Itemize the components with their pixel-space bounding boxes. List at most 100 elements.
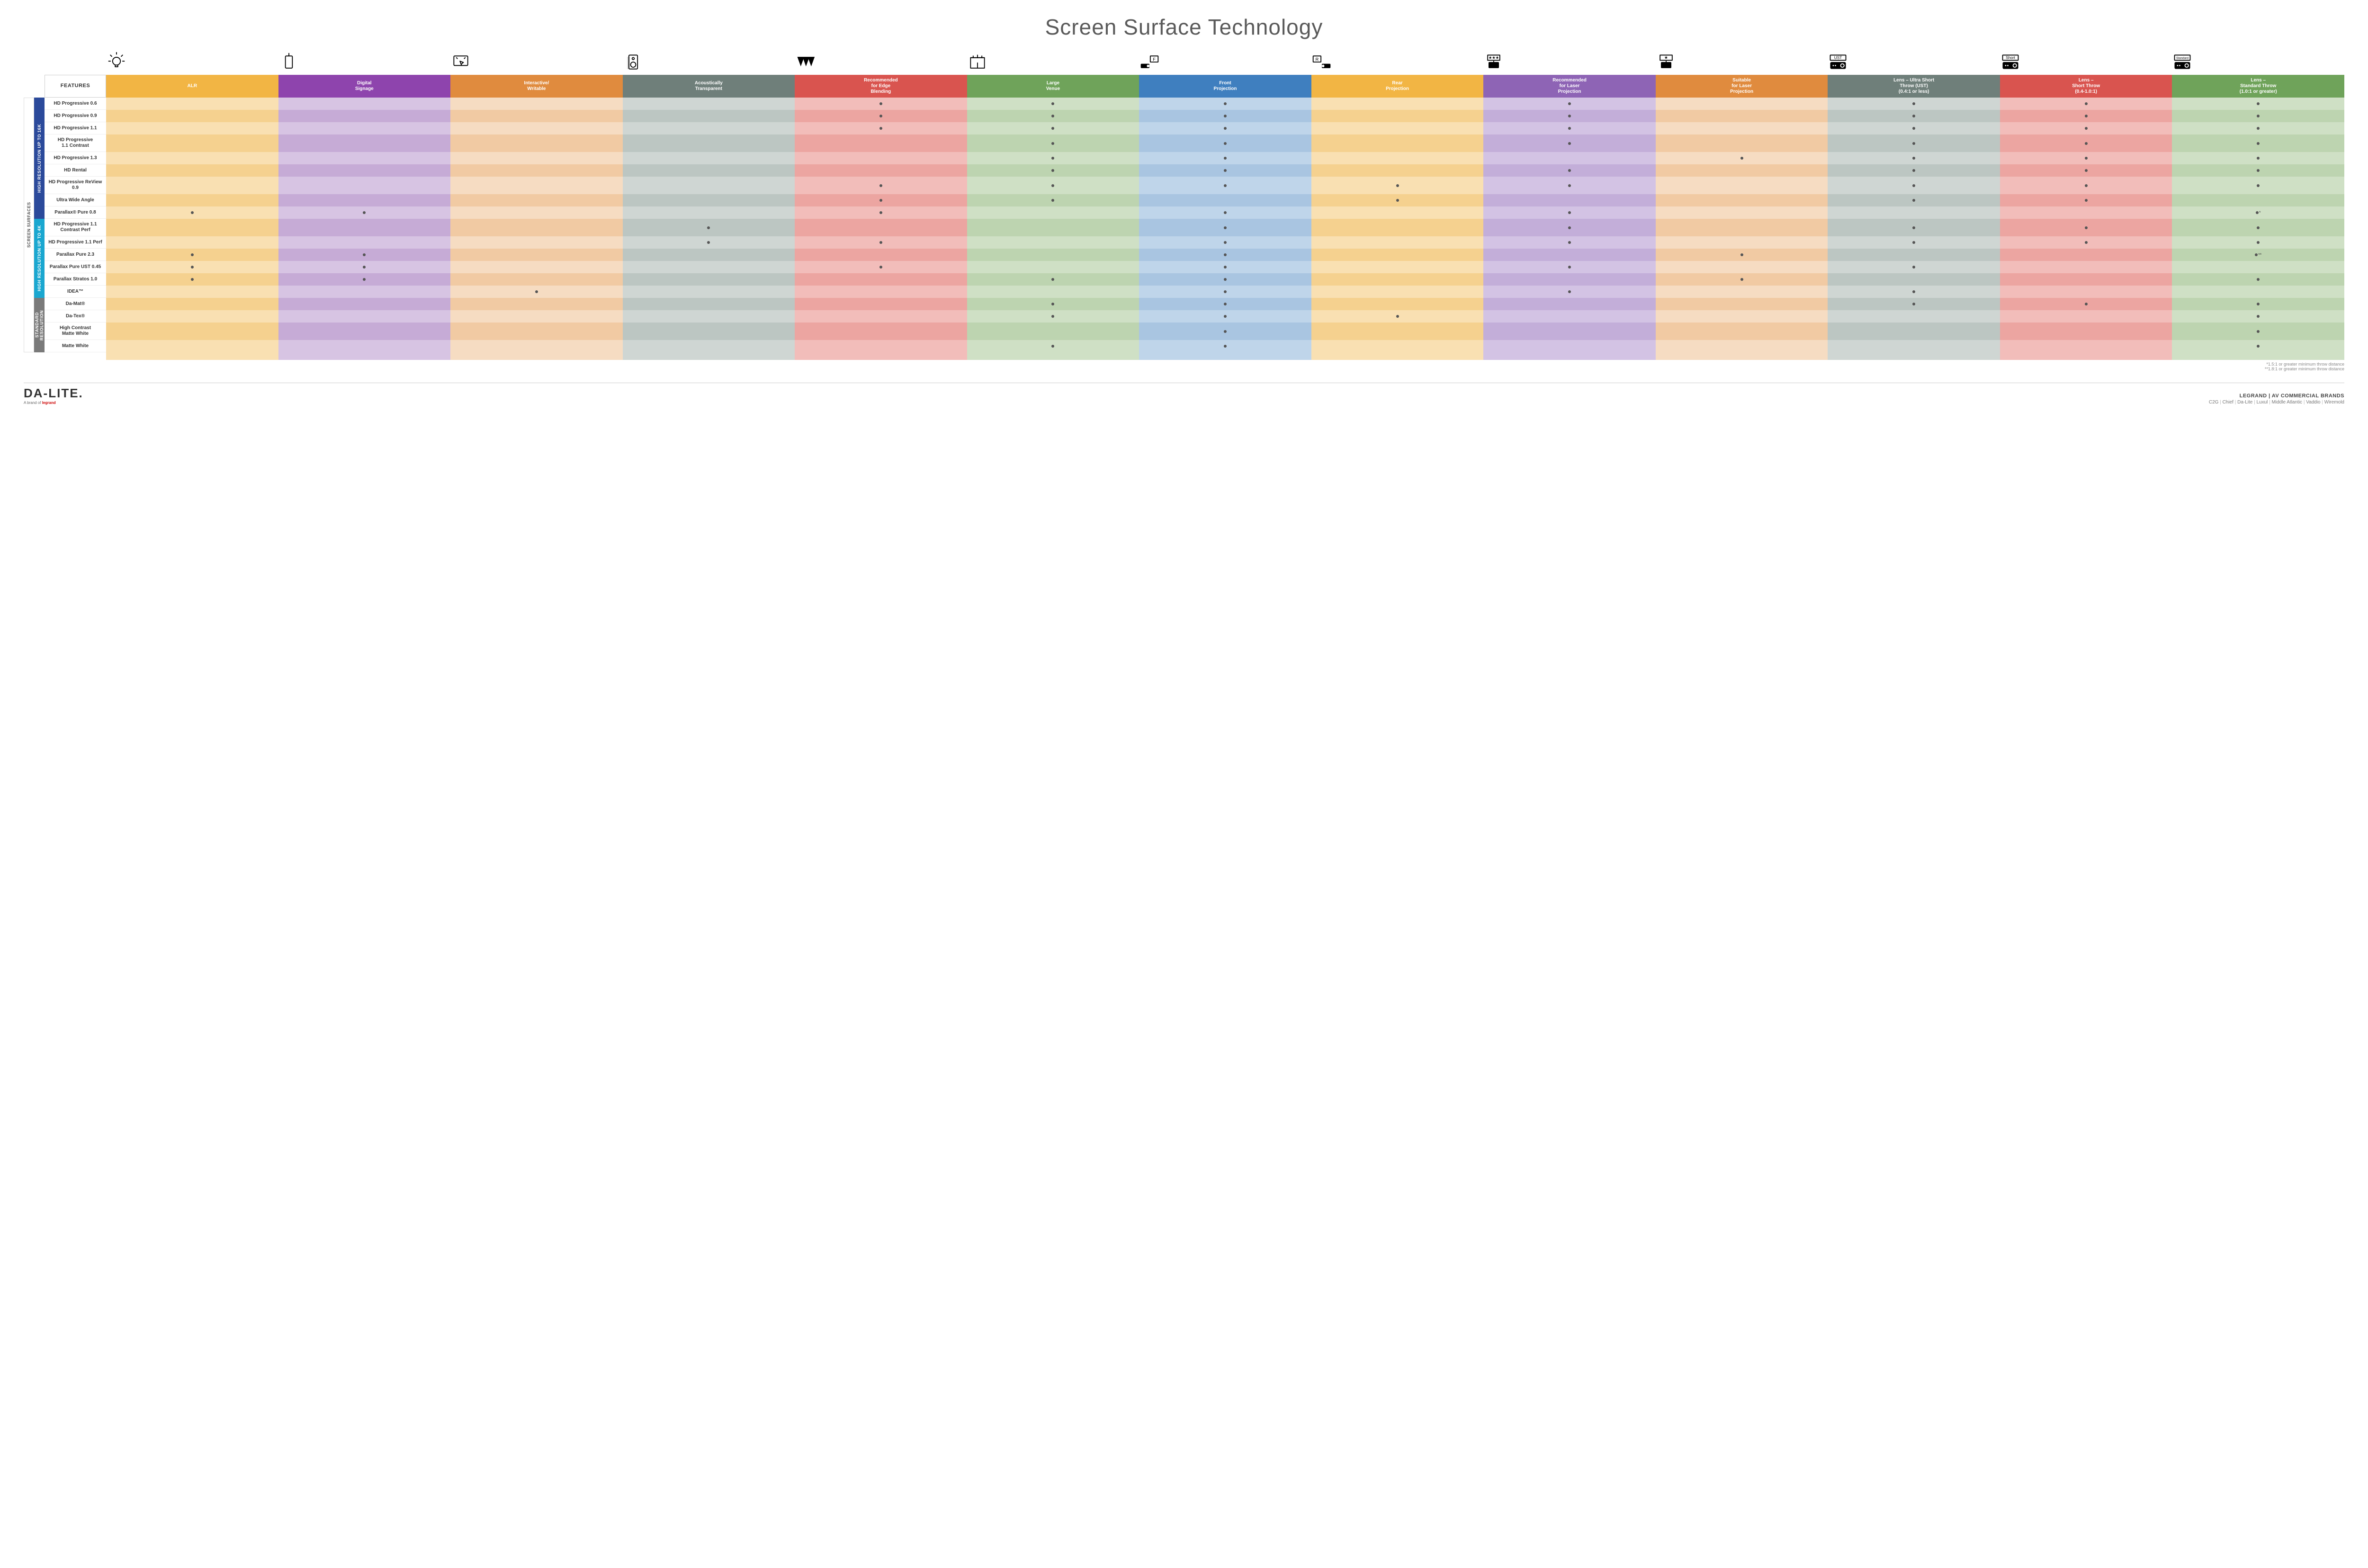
trailing-cell <box>450 352 623 360</box>
trailing-cell <box>2172 352 2344 360</box>
cell-suit_lsr <box>1656 340 1828 352</box>
cell-acoustic <box>623 98 795 110</box>
cell-std <box>2172 177 2344 194</box>
cell-rear <box>1311 206 1484 219</box>
cell-suit_lsr <box>1656 261 1828 273</box>
cell-edge <box>795 219 967 236</box>
brands-block: LEGRAND | AV COMMERCIAL BRANDS C2GChiefD… <box>2209 390 2344 405</box>
cell-suit_lsr <box>1656 273 1828 286</box>
cell-suit_lsr <box>1656 98 1828 110</box>
cell-edge <box>795 110 967 122</box>
cell-front <box>1139 194 1311 206</box>
cell-large <box>967 194 1139 206</box>
column-header-large: LargeVenue <box>967 75 1139 98</box>
page-footer: DA-LITE. A brand of legrand LEGRAND | AV… <box>24 383 2344 405</box>
column-icon-rear: R <box>1311 52 1484 75</box>
cell-interact <box>450 236 623 249</box>
cell-ust <box>1828 249 2000 261</box>
cell-rec_lsr <box>1483 323 1656 340</box>
cell-ust <box>1828 310 2000 323</box>
cell-edge <box>795 310 967 323</box>
cell-rear <box>1311 298 1484 310</box>
logo-block: DA-LITE. A brand of legrand <box>24 383 83 405</box>
cell-acoustic <box>623 286 795 298</box>
cell-alr <box>106 122 278 134</box>
cell-std <box>2172 152 2344 164</box>
cell-digsign <box>278 194 451 206</box>
cell-rear <box>1311 164 1484 177</box>
cell-digsign <box>278 298 451 310</box>
cell-suit_lsr <box>1656 249 1828 261</box>
cell-front <box>1139 340 1311 352</box>
cell-edge <box>795 236 967 249</box>
row-label: HD Progressive 1.3 <box>45 152 106 164</box>
cell-suit_lsr <box>1656 206 1828 219</box>
cell-digsign <box>278 273 451 286</box>
cell-std <box>2172 134 2344 152</box>
row-label: HD Progressive 0.9 <box>45 110 106 122</box>
row-label: Parallax Pure UST 0.45 <box>45 261 106 273</box>
cell-rear <box>1311 110 1484 122</box>
cell-ust <box>1828 194 2000 206</box>
row-label: Ultra Wide Angle <box>45 194 106 206</box>
cell-rear <box>1311 340 1484 352</box>
cell-large <box>967 261 1139 273</box>
cell-std <box>2172 219 2344 236</box>
cell-ust <box>1828 286 2000 298</box>
column-header-alr: ALR <box>106 75 278 98</box>
row-label: IDEA™ <box>45 286 106 298</box>
column-icon-digsign <box>278 52 451 75</box>
cell-std <box>2172 110 2344 122</box>
cell-rec_lsr <box>1483 219 1656 236</box>
cell-front <box>1139 98 1311 110</box>
trailing-cell <box>1139 352 1311 360</box>
cell-acoustic <box>623 177 795 194</box>
brand-item: Vaddio <box>2306 400 2324 405</box>
logo-sub: A brand of legrand <box>24 401 83 405</box>
cell-alr <box>106 310 278 323</box>
cell-edge <box>795 298 967 310</box>
cell-rec_lsr <box>1483 298 1656 310</box>
cell-edge <box>795 261 967 273</box>
cell-short <box>2000 236 2172 249</box>
cell-acoustic <box>623 134 795 152</box>
cell-short <box>2000 286 2172 298</box>
cell-suit_lsr <box>1656 236 1828 249</box>
cell-interact <box>450 194 623 206</box>
row-label: Parallax Stratos 1.0 <box>45 273 106 286</box>
cell-std <box>2172 310 2344 323</box>
cell-front <box>1139 134 1311 152</box>
cell-edge <box>795 194 967 206</box>
cell-ust <box>1828 323 2000 340</box>
cell-std <box>2172 164 2344 177</box>
row-label: HD Progressive 1.1 <box>45 122 106 134</box>
cell-rear <box>1311 194 1484 206</box>
cell-alr <box>106 273 278 286</box>
cell-digsign <box>278 323 451 340</box>
cell-edge <box>795 164 967 177</box>
cell-rear <box>1311 236 1484 249</box>
comparison-chart: FR★★★★USTShortStandardFEATURESALRDigital… <box>24 52 2344 373</box>
cell-suit_lsr <box>1656 298 1828 310</box>
column-icon-std: Standard <box>2172 52 2344 75</box>
cell-alr <box>106 194 278 206</box>
cell-ust <box>1828 122 2000 134</box>
column-icon-large <box>967 52 1139 75</box>
cell-edge <box>795 122 967 134</box>
svg-text:F: F <box>1153 57 1156 62</box>
cell-ust <box>1828 164 2000 177</box>
cell-front <box>1139 122 1311 134</box>
cell-interact <box>450 298 623 310</box>
cell-rec_lsr <box>1483 134 1656 152</box>
row-label: Da-Mat® <box>45 298 106 310</box>
cell-large <box>967 219 1139 236</box>
cell-interact <box>450 122 623 134</box>
cell-rec_lsr <box>1483 340 1656 352</box>
cell-alr <box>106 219 278 236</box>
cell-alr <box>106 206 278 219</box>
cell-interact <box>450 340 623 352</box>
cell-alr <box>106 152 278 164</box>
cell-alr <box>106 323 278 340</box>
cell-interact <box>450 134 623 152</box>
trailing-cell <box>1828 352 2000 360</box>
